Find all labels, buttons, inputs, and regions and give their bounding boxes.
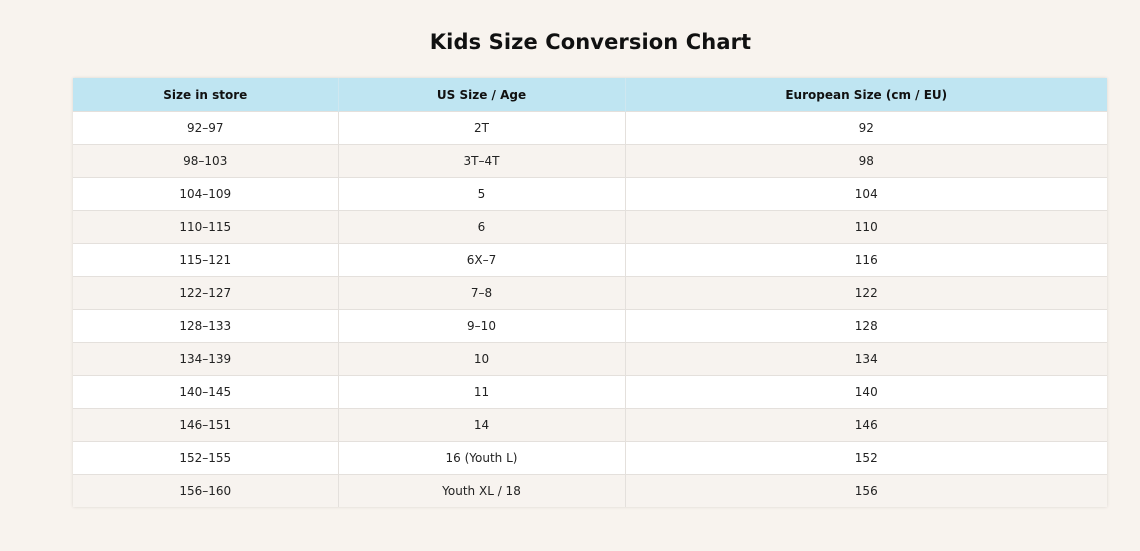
cell-european-size: 92 [625, 111, 1107, 145]
cell-size-in-store: 134–139 [73, 342, 339, 376]
cell-european-size: 122 [625, 276, 1107, 310]
cell-european-size: 134 [625, 342, 1107, 376]
cell-us-size: 10 [338, 342, 626, 376]
column-header-us-size-age: US Size / Age [338, 78, 626, 112]
table-row: 146–151 14 146 [73, 408, 1107, 442]
table-row: 92–97 2T 92 [73, 111, 1107, 145]
cell-size-in-store: 140–145 [73, 375, 339, 409]
size-conversion-table-container: Size in store US Size / Age European Siz… [73, 78, 1107, 507]
cell-us-size: 5 [338, 177, 626, 211]
cell-size-in-store: 92–97 [73, 111, 339, 145]
cell-size-in-store: 110–115 [73, 210, 339, 244]
cell-us-size: 7–8 [338, 276, 626, 310]
size-conversion-table: Size in store US Size / Age European Siz… [73, 78, 1107, 507]
column-header-size-in-store: Size in store [73, 78, 339, 112]
page-title: Kids Size Conversion Chart [429, 30, 752, 54]
cell-european-size: 152 [625, 441, 1107, 475]
cell-european-size: 104 [625, 177, 1107, 211]
cell-european-size: 156 [625, 474, 1107, 507]
cell-size-in-store: 115–121 [73, 243, 339, 277]
cell-us-size: 16 (Youth L) [338, 441, 626, 475]
cell-european-size: 140 [625, 375, 1107, 409]
cell-european-size: 116 [625, 243, 1107, 277]
cell-european-size: 128 [625, 309, 1107, 343]
cell-european-size: 110 [625, 210, 1107, 244]
cell-us-size: 2T [338, 111, 626, 145]
table-row: 128–133 9–10 128 [73, 309, 1107, 343]
cell-european-size: 98 [625, 144, 1107, 178]
table-row: 156–160 Youth XL / 18 156 [73, 474, 1107, 507]
cell-size-in-store: 128–133 [73, 309, 339, 343]
cell-size-in-store: 156–160 [73, 474, 339, 507]
table-row: 134–139 10 134 [73, 342, 1107, 376]
cell-size-in-store: 122–127 [73, 276, 339, 310]
cell-size-in-store: 98–103 [73, 144, 339, 178]
table-row: 104–109 5 104 [73, 177, 1107, 211]
table-row: 152–155 16 (Youth L) 152 [73, 441, 1107, 475]
cell-size-in-store: 104–109 [73, 177, 339, 211]
table-header-row: Size in store US Size / Age European Siz… [73, 78, 1107, 112]
table-row: 140–145 11 140 [73, 375, 1107, 409]
cell-size-in-store: 152–155 [73, 441, 339, 475]
cell-size-in-store: 146–151 [73, 408, 339, 442]
cell-us-size: 9–10 [338, 309, 626, 343]
table-row: 115–121 6X–7 116 [73, 243, 1107, 277]
cell-us-size: 3T–4T [338, 144, 626, 178]
table-row: 98–103 3T–4T 98 [73, 144, 1107, 178]
cell-us-size: 6 [338, 210, 626, 244]
column-header-european-size: European Size (cm / EU) [625, 78, 1107, 112]
cell-us-size: 14 [338, 408, 626, 442]
cell-european-size: 146 [625, 408, 1107, 442]
table-row: 110–115 6 110 [73, 210, 1107, 244]
cell-us-size: 11 [338, 375, 626, 409]
cell-us-size: 6X–7 [338, 243, 626, 277]
cell-us-size: Youth XL / 18 [338, 474, 626, 507]
table-row: 122–127 7–8 122 [73, 276, 1107, 310]
